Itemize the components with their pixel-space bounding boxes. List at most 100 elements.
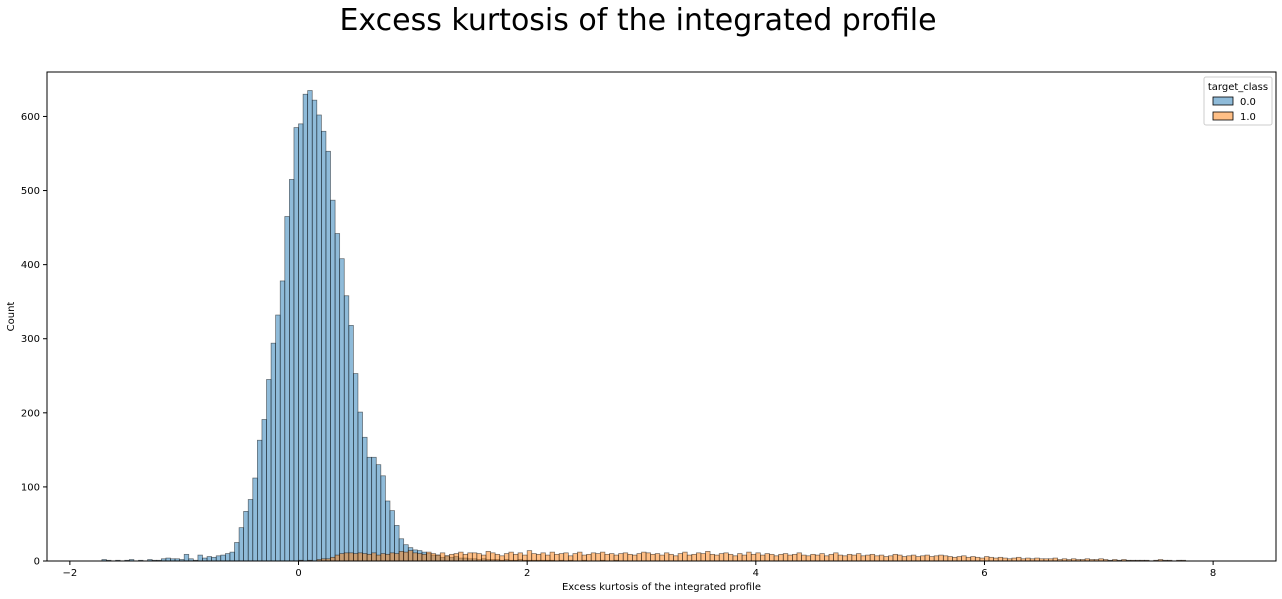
bar-series1-bin71 bbox=[622, 552, 629, 562]
bar-series1-bin105 bbox=[778, 553, 784, 562]
bar-series1-bin27 bbox=[421, 553, 427, 562]
bar-series0-bin29 bbox=[234, 542, 240, 562]
bar-series1-bin15 bbox=[366, 553, 373, 562]
bar-series1-bin81 bbox=[668, 553, 674, 562]
bar-series0-bin45 bbox=[307, 90, 313, 562]
bar-series0-bin39 bbox=[279, 280, 286, 562]
bar-series1-bin140 bbox=[938, 554, 944, 562]
bar-series0-bin27 bbox=[225, 553, 231, 562]
bar-series1-bin60 bbox=[572, 553, 578, 562]
bar-series1-bin143 bbox=[952, 556, 958, 562]
x-tick-label: 0 bbox=[295, 568, 301, 579]
bar-series1-bin9 bbox=[339, 553, 345, 562]
bar-series1-bin138 bbox=[929, 556, 935, 562]
bar-series1-bin132 bbox=[901, 556, 908, 562]
bar-series1-bin33 bbox=[449, 553, 455, 562]
bar-series1-bin19 bbox=[385, 553, 391, 562]
bar-series0-bin34 bbox=[257, 439, 263, 562]
bar-series1-bin110 bbox=[801, 554, 807, 562]
bar-series0-bin28 bbox=[229, 551, 235, 562]
bar-series0-bin52 bbox=[339, 258, 345, 562]
bar-series1-bin96 bbox=[737, 553, 743, 562]
bar-series1-bin89 bbox=[705, 551, 711, 562]
bar-series1-bin74 bbox=[636, 553, 642, 562]
bar-series1-bin8 bbox=[334, 554, 341, 562]
bar-series1-bin118 bbox=[837, 554, 844, 562]
bar-series1-bin50 bbox=[526, 550, 533, 562]
bar-series1-bin25 bbox=[412, 552, 418, 562]
bar-series1-bin72 bbox=[627, 553, 633, 562]
bar-series1-bin64 bbox=[590, 552, 597, 562]
bar-series1-bin7 bbox=[330, 556, 336, 562]
bar-series1-bin62 bbox=[581, 554, 587, 562]
y-tick-label: 200 bbox=[21, 408, 40, 419]
bar-series1-bin32 bbox=[444, 555, 450, 562]
bar-series1-bin28 bbox=[426, 551, 432, 562]
bar-series0-bin21 bbox=[197, 554, 203, 562]
bar-series1-bin38 bbox=[471, 552, 478, 562]
x-axis-label: Excess kurtosis of the integrated profil… bbox=[562, 582, 761, 593]
bar-series1-bin128 bbox=[883, 556, 889, 562]
bar-series0-bin43 bbox=[298, 123, 304, 562]
legend-title: target_class bbox=[1208, 82, 1268, 93]
bar-series1-bin49 bbox=[522, 554, 528, 562]
bar-series1-bin56 bbox=[554, 553, 560, 562]
bar-series1-bin83 bbox=[677, 553, 684, 562]
bar-series1-bin100 bbox=[755, 552, 761, 562]
bar-series1-bin20 bbox=[389, 552, 395, 562]
bar-series1-bin80 bbox=[664, 552, 670, 562]
bar-series0-bin36 bbox=[266, 379, 272, 562]
bar-series1-bin16 bbox=[371, 552, 377, 562]
bar-series1-bin127 bbox=[878, 554, 885, 562]
bar-series1-bin54 bbox=[545, 554, 551, 562]
bar-series1-bin37 bbox=[467, 552, 473, 562]
bar-series1-bin36 bbox=[462, 553, 469, 562]
bar-series1-bin122 bbox=[856, 553, 862, 562]
bar-series1-bin103 bbox=[769, 553, 775, 562]
bar-series1-bin125 bbox=[869, 553, 876, 562]
bar-series1-bin121 bbox=[851, 554, 857, 562]
bar-series0-bin56 bbox=[357, 411, 363, 562]
bar-series1-bin123 bbox=[860, 555, 866, 562]
bar-series1-bin146 bbox=[965, 556, 972, 562]
bar-series1-bin109 bbox=[796, 552, 802, 562]
bar-series1-bin23 bbox=[403, 551, 409, 562]
bar-series1-bin11 bbox=[348, 552, 354, 562]
bar-series0-bin61 bbox=[380, 475, 386, 562]
bar-series1-bin31 bbox=[439, 552, 446, 562]
bar-series1-bin88 bbox=[700, 553, 706, 562]
bar-series1-bin53 bbox=[540, 552, 546, 562]
bar-series1-bin108 bbox=[792, 553, 798, 562]
series-1-bars bbox=[298, 550, 1187, 562]
bar-series1-bin30 bbox=[435, 554, 441, 562]
y-tick-label: 600 bbox=[21, 112, 40, 123]
bar-series1-bin82 bbox=[673, 555, 679, 562]
bar-series1-bin102 bbox=[764, 553, 770, 562]
bar-series1-bin153 bbox=[997, 556, 1004, 562]
bar-series0-bin48 bbox=[321, 130, 327, 562]
plot-frame bbox=[46, 71, 1277, 562]
bar-series1-bin76 bbox=[645, 552, 651, 562]
bar-series1-bin84 bbox=[682, 551, 688, 562]
bar-series0-bin32 bbox=[247, 499, 254, 562]
bar-series0-bin18 bbox=[183, 553, 190, 562]
bar-series0-bin25 bbox=[215, 555, 222, 562]
y-tick-label: 0 bbox=[34, 557, 40, 568]
bar-series1-bin151 bbox=[988, 556, 994, 562]
bar-series0-bin58 bbox=[366, 456, 373, 562]
bar-series1-bin117 bbox=[833, 552, 839, 562]
y-tick-label: 400 bbox=[21, 260, 40, 271]
bar-series1-bin111 bbox=[805, 555, 812, 562]
bar-series1-bin48 bbox=[517, 552, 523, 562]
bar-series1-bin99 bbox=[750, 553, 757, 562]
bar-series1-bin79 bbox=[659, 554, 665, 562]
bar-series0-bin44 bbox=[302, 93, 309, 562]
bar-series0-bin40 bbox=[284, 216, 290, 562]
bar-series1-bin68 bbox=[609, 553, 615, 562]
bar-series1-bin55 bbox=[549, 551, 555, 562]
bar-series0-bin54 bbox=[348, 325, 354, 562]
bar-series1-bin107 bbox=[787, 554, 793, 562]
bar-series1-bin113 bbox=[814, 554, 821, 562]
bar-series0-bin57 bbox=[362, 436, 368, 562]
legend-label-1: 1.0 bbox=[1240, 112, 1256, 123]
